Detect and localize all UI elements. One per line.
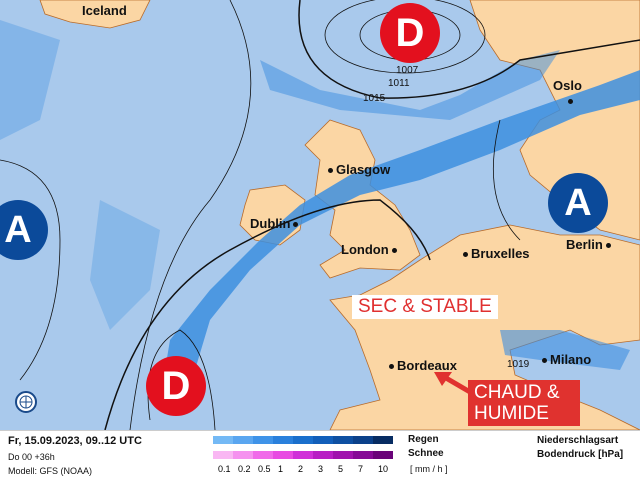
run-info: Do 00 +36h: [8, 452, 55, 462]
scale-swatch: [333, 451, 353, 459]
isobar-label: 1015: [363, 93, 386, 104]
scale-swatch: [353, 451, 373, 459]
scale-swatch: [213, 451, 233, 459]
city-dublin: Dublin: [250, 216, 301, 231]
city-dot: [568, 99, 573, 105]
low-pressure-marker: D: [380, 3, 440, 63]
weather-map: [0, 0, 640, 430]
scale-swatch: [313, 451, 333, 459]
scale-swatch: [353, 436, 373, 444]
model-info: Modell: GFS (NOAA): [8, 466, 93, 476]
rain-label: Regen: [408, 434, 439, 445]
scale-tick: 1: [278, 464, 284, 474]
rain-scale: [213, 436, 393, 444]
city-name: Milano: [550, 352, 592, 367]
scale-swatch: [373, 451, 393, 459]
city-london: London: [341, 242, 400, 257]
city-dot: [605, 243, 611, 249]
city-name: Dublin: [250, 216, 291, 231]
scale-tick: 0.1: [218, 464, 231, 474]
city-oslo: Oslo: [553, 78, 582, 108]
label-iceland: Iceland: [82, 3, 127, 18]
city-dot: [463, 252, 468, 258]
scale-swatch: [213, 436, 233, 444]
snow-label: Schnee: [408, 448, 444, 459]
scale-swatch: [233, 451, 253, 459]
city-bordeaux: Bordeaux: [386, 358, 457, 373]
precipitation: [0, 20, 640, 410]
city-dot: [542, 358, 547, 364]
isobar-label: 1019: [507, 359, 530, 370]
scale-tick: 0.5: [258, 464, 271, 474]
high-pressure-marker: A: [548, 173, 608, 233]
scale-ticks: 0.1 0.2 0.5 1 2 3 5 7 10: [218, 464, 398, 474]
scale-tick: 2: [298, 464, 304, 474]
scale-swatch: [273, 451, 293, 459]
scale-tick: 10: [378, 464, 389, 474]
globe-icon[interactable]: [14, 390, 38, 414]
scale-swatch: [293, 436, 313, 444]
city-name: London: [341, 242, 389, 257]
scale-tick: 5: [338, 464, 344, 474]
city-dot: [389, 364, 394, 370]
scale-swatch: [253, 451, 273, 459]
scale-tick: 7: [358, 464, 364, 474]
scale-swatch: [273, 436, 293, 444]
warm-humid-annotation: CHAUD & HUMIDE: [468, 380, 580, 426]
scale-tick: 3: [318, 464, 324, 474]
city-name: Berlin: [566, 237, 603, 252]
city-name: Bordeaux: [397, 358, 457, 373]
city-bruxelles: Bruxelles: [460, 246, 530, 261]
unit-label: [ mm / h ]: [410, 464, 448, 474]
scale-tick: 0.2: [238, 464, 251, 474]
city-name: Oslo: [553, 78, 582, 93]
low-pressure-marker: D: [146, 356, 206, 416]
arrow-icon: [434, 372, 472, 395]
scale-swatch: [373, 436, 393, 444]
dry-stable-annotation: SEC & STABLE: [352, 295, 498, 319]
city-milano: Milano: [539, 352, 591, 367]
scale-swatch: [253, 436, 273, 444]
scale-swatch: [313, 436, 333, 444]
legend-footer: Fr, 15.09.2023, 09..12 UTC Do 00 +36h Mo…: [0, 430, 640, 479]
valid-time: Fr, 15.09.2023, 09..12 UTC: [8, 435, 142, 447]
city-berlin: Berlin: [566, 237, 614, 252]
city-dot: [328, 168, 333, 174]
city-dot: [391, 248, 397, 254]
city-glasgow: Glasgow: [325, 162, 390, 177]
scale-swatch: [333, 436, 353, 444]
city-dot: [293, 222, 299, 228]
scale-swatch: [233, 436, 253, 444]
city-name: Glasgow: [336, 162, 391, 177]
pressure-label: Bodendruck [hPa]: [537, 449, 624, 460]
isobar-label: 1011: [388, 78, 410, 89]
scale-swatch: [293, 451, 313, 459]
isobar-label: 1007: [396, 65, 419, 76]
high-pressure-marker: A: [0, 200, 48, 260]
city-name: Bruxelles: [471, 246, 530, 261]
snow-scale: [213, 451, 393, 459]
precip-type-label: Niederschlagsart: [537, 435, 619, 446]
